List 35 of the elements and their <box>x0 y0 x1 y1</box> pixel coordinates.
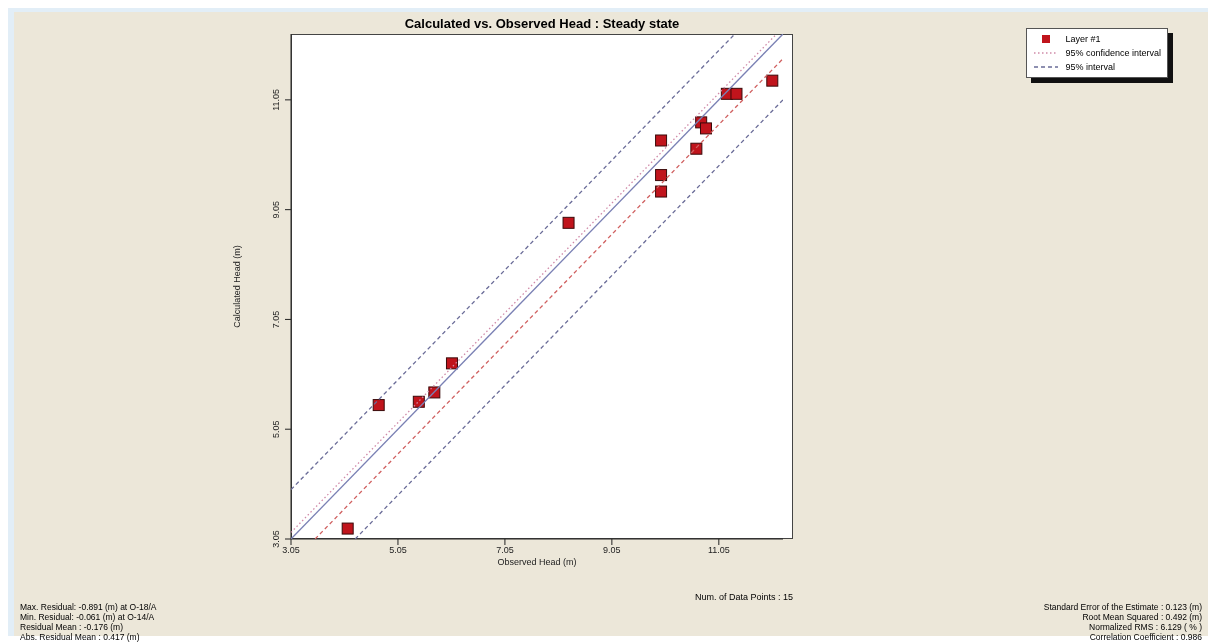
point <box>730 87 743 100</box>
text: Min. Residual: -0.061 (m) at O-14/A <box>20 612 156 622</box>
point <box>341 522 354 535</box>
legend-label: 95% confidence interval <box>1065 48 1161 58</box>
text: Correlation Coefficient : 0.986 <box>1088 632 1202 642</box>
y-tick-label: 7.05 <box>271 310 281 329</box>
legend-label: 95% interval <box>1065 62 1115 72</box>
x-tick-label: 11.05 <box>707 545 730 556</box>
text: Normalized RMS : 6.129 ( % ) <box>1088 622 1202 632</box>
text: Root Mean Squared : 0.492 (m) <box>1081 612 1202 622</box>
text: Standard Error of the Estimate : 0.123 (m) <box>1043 602 1202 612</box>
y-axis-title: Calculated Head (m) <box>232 245 243 328</box>
text: Residual Mean : -0.176 (m) <box>20 622 124 632</box>
point <box>690 142 703 155</box>
text: Abs. Residual Mean : 0.417 (m) <box>20 632 141 642</box>
point <box>655 185 668 198</box>
point <box>562 216 575 229</box>
y-tick-label: 5.05 <box>271 420 281 438</box>
point <box>655 169 668 182</box>
x-tick-label: 3.05 <box>282 545 300 556</box>
point <box>766 74 779 87</box>
legend-label: Layer #1 <box>1065 34 1101 44</box>
x-tick-label: 9.05 <box>603 545 621 556</box>
point <box>699 122 712 135</box>
text: Max. Residual: -0.891 (m) at O-18/A <box>20 602 157 612</box>
point <box>372 399 385 412</box>
text: Num. of Data Points : 15 <box>693 592 793 602</box>
y-tick-label: 9.05 <box>271 200 281 219</box>
x-tick-label: 7.05 <box>496 545 514 556</box>
y-tick-label: 11.05 <box>271 88 281 111</box>
x-tick-label: 5.05 <box>389 545 407 556</box>
x-axis-title: Observed Head (m) <box>497 557 577 567</box>
point <box>445 357 458 370</box>
chart-title: Calculated vs. Observed Head : Steady state <box>403 16 681 31</box>
point <box>655 134 668 147</box>
